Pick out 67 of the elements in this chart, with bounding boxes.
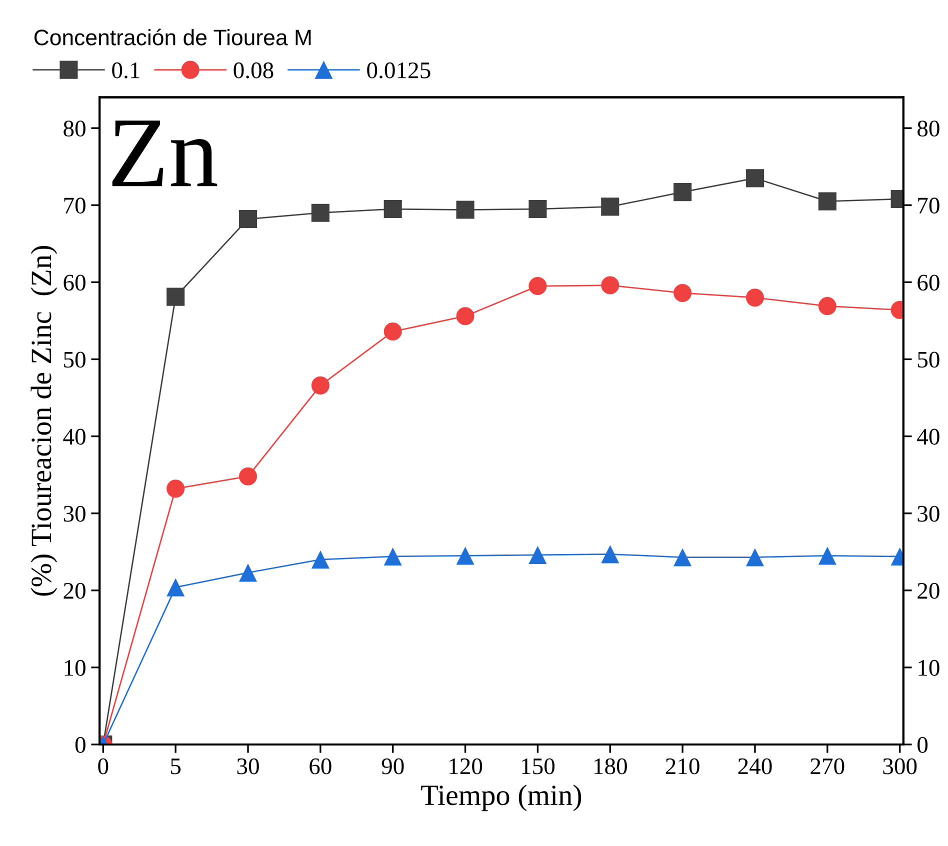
x-tick-label: 240 [738, 758, 772, 774]
point [528, 277, 547, 296]
point [456, 307, 474, 326]
x-tick-label: 0 [98, 758, 108, 774]
point [601, 198, 620, 216]
point [238, 210, 258, 228]
x-tick-label: 5 [171, 758, 181, 774]
point [166, 480, 185, 498]
point [674, 284, 692, 302]
y-tick-label: 40 [63, 428, 86, 445]
y-tick-label: 30 [64, 506, 86, 522]
point [456, 546, 474, 565]
point [384, 322, 402, 341]
point [311, 376, 330, 394]
point [818, 192, 836, 210]
point [311, 550, 330, 569]
legend-label: 0.0125 [367, 62, 430, 78]
y-tick-label: 10 [64, 660, 86, 676]
x-axis-title: Tiempo (min) [421, 784, 582, 812]
y-tick-label: 70 [64, 198, 86, 214]
point [311, 204, 330, 222]
point [528, 546, 547, 564]
point [601, 545, 620, 564]
y2-tick-label: 70 [918, 198, 940, 214]
point [166, 288, 185, 306]
point [818, 297, 836, 316]
point [746, 169, 764, 188]
x-tick-label: 270 [810, 758, 844, 774]
y2-tick-label: 20 [918, 582, 940, 599]
annotation: Zn [112, 120, 218, 186]
point [601, 276, 620, 294]
y-tick-label: 50 [64, 352, 86, 368]
y2-tick-label: 10 [918, 660, 940, 676]
x-tick-label: 120 [450, 758, 482, 774]
point [166, 578, 185, 596]
x-tick-label: 90 [382, 758, 404, 774]
y2-tick-label: 60 [918, 274, 940, 291]
x-tick-label: 300 [883, 758, 917, 774]
y2-tick-label: 40 [917, 428, 940, 445]
point [818, 546, 836, 565]
point [528, 200, 547, 218]
y2-tick-label: 50 [918, 352, 940, 368]
point [746, 288, 764, 307]
x-tick-label: 150 [522, 758, 555, 774]
y2-tick-label: 30 [918, 506, 940, 522]
x-tick-label: 210 [666, 758, 700, 774]
point [746, 548, 764, 566]
y-tick-label: 80 [64, 120, 86, 137]
legend-label: 0.08 [234, 62, 274, 78]
point [456, 200, 474, 219]
point [238, 564, 258, 582]
point [238, 467, 258, 486]
point [384, 547, 402, 566]
y2-tick-label: 0 [918, 736, 928, 753]
x-tick-label: 180 [594, 758, 627, 774]
y-tick-label: 20 [64, 582, 86, 599]
legend-title: Concentración de Tiourea M [34, 28, 311, 46]
y-axis-title: (%) Tioureacion de Zinc (Zn) [30, 246, 58, 596]
point [674, 548, 692, 566]
point [674, 183, 692, 202]
x-tick-label: 60 [310, 758, 332, 774]
x-tick-label: 30 [237, 758, 259, 774]
point [384, 200, 402, 218]
y-tick-label: 0 [75, 736, 86, 753]
legend-label: 0.1 [112, 62, 140, 78]
y-tick-label: 60 [64, 274, 86, 291]
y2-tick-label: 80 [918, 120, 940, 137]
